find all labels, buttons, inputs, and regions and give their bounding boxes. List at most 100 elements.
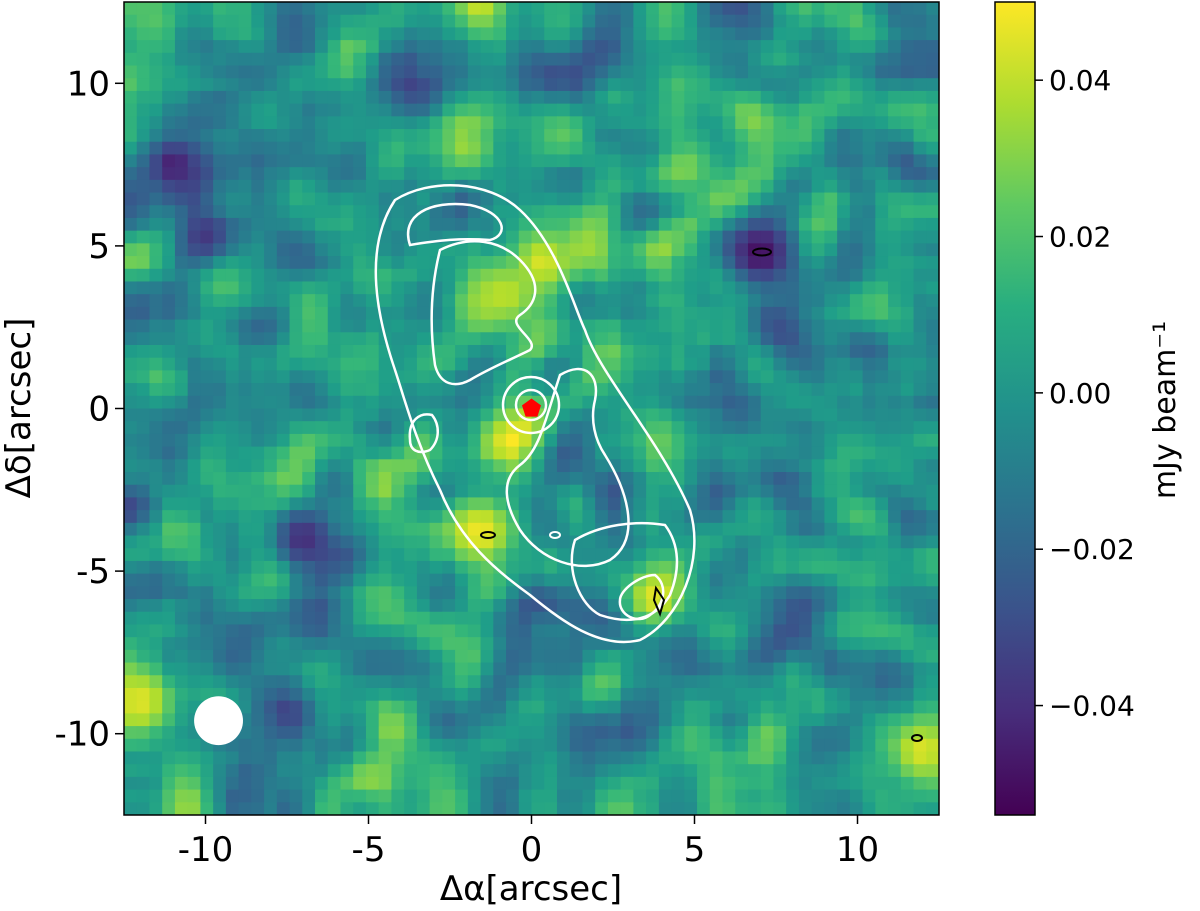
heatmap-cell [493,268,507,283]
heatmap-cell [646,116,660,130]
heatmap-cell [404,129,418,143]
heatmap-cell [556,459,571,473]
heatmap-cell [633,484,647,499]
heatmap-cell [340,129,354,143]
heatmap-cell [760,65,775,79]
heatmap-cell [595,713,609,727]
heatmap-cell [251,421,265,435]
heatmap-cell [174,586,189,600]
heatmap-cell [225,472,240,486]
heatmap-cell [531,446,545,460]
heatmap-cell [251,611,265,626]
heatmap-cell [735,675,749,689]
heatmap-cell [607,281,622,295]
heatmap-cell [200,294,214,308]
heatmap-cell [646,649,660,664]
heatmap-cell [862,256,876,270]
heatmap-cell [811,446,825,460]
heatmap-cell [429,395,443,410]
heatmap-cell [124,281,138,295]
heatmap-cell [582,217,596,232]
heatmap-cell [849,395,864,410]
heatmap-cell [900,408,915,422]
heatmap-cell [315,217,329,232]
heatmap-cell [926,217,939,232]
heatmap-cell [289,802,303,815]
heatmap-cell [709,408,724,422]
heatmap-cell [518,649,533,664]
heatmap-cell [162,65,176,79]
heatmap-cell [124,560,138,575]
heatmap-cell [900,599,915,613]
heatmap-cell [174,548,189,562]
heatmap-cell [760,383,775,397]
heatmap-cell [416,27,431,41]
heatmap-cell [225,243,240,257]
heatmap-cell [773,395,787,410]
heatmap-cell [149,611,163,626]
heatmap-cell [849,624,864,638]
heatmap-cell [149,52,163,67]
heatmap-cell [646,789,660,803]
heatmap-cell [493,700,507,714]
heatmap-cell [900,802,915,815]
heatmap-cell [124,700,138,714]
heatmap-cell [607,675,622,689]
heatmap-cell [735,154,749,168]
heatmap-cell [582,116,596,130]
heatmap-cell [480,497,494,511]
heatmap-cell [900,700,915,714]
heatmap-cell [824,395,838,410]
heatmap-cell [353,776,367,791]
heatmap-cell [264,433,278,448]
heatmap-cell [633,90,647,105]
heatmap-cell [136,2,151,16]
heatmap-cell [162,776,176,791]
heatmap-cell [200,535,214,549]
heatmap-cell [378,103,393,117]
heatmap-cell [697,306,711,321]
heatmap-cell [658,484,673,499]
heatmap-cell [200,662,214,676]
heatmap-cell [455,649,469,664]
heatmap-cell [506,294,520,308]
heatmap-cell [620,700,634,714]
heatmap-cell [747,611,762,626]
heatmap-cell [849,294,864,308]
heatmap-cell [837,459,851,473]
heatmap-cell [862,421,876,435]
heatmap-cell [747,522,762,537]
heatmap-cell [595,230,609,244]
heatmap-cell [811,472,825,486]
heatmap-cell [811,459,825,473]
heatmap-cell [607,764,622,778]
heatmap-cell [187,586,201,600]
heatmap-cell [518,599,533,613]
heatmap-cell [607,52,622,67]
heatmap-cell [735,40,749,54]
heatmap-cell [404,230,418,244]
heatmap-cell [786,90,800,105]
heatmap-cell [824,764,838,778]
heatmap-cell [595,726,609,740]
heatmap-cell [888,573,902,587]
heatmap-cell [531,192,545,206]
heatmap-cell [798,459,813,473]
heatmap-cell [658,408,673,422]
heatmap-cell [276,306,291,321]
heatmap-cell [926,408,939,422]
heatmap-cell [824,129,838,143]
heatmap-cell [327,726,342,740]
heatmap-cell [658,433,673,448]
heatmap-cell [327,65,342,79]
heatmap-cell [926,281,939,295]
heatmap-cell [149,497,163,511]
heatmap-cell [480,129,494,143]
heatmap-cell [506,90,520,105]
heatmap-cell [888,2,902,16]
heatmap-cell [518,637,533,651]
heatmap-cell [811,103,825,117]
heatmap-cell [251,306,265,321]
heatmap-cell [544,205,558,219]
heatmap-cell [811,40,825,54]
